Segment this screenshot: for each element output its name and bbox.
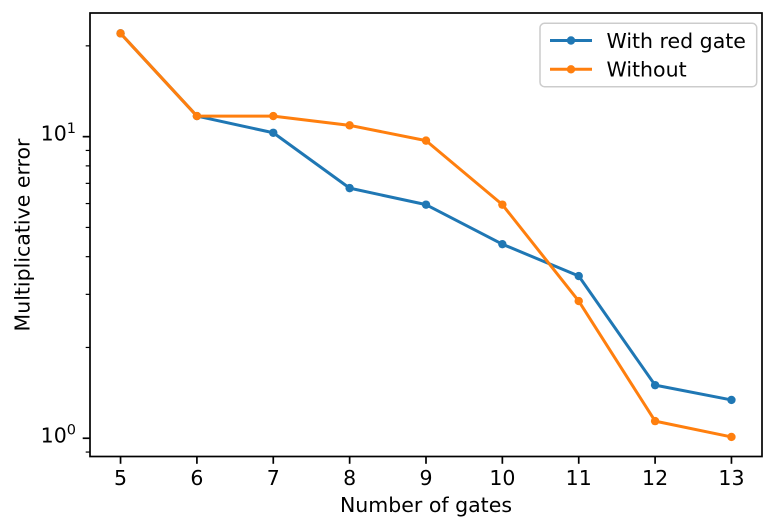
legend-marker-with-red-gate	[566, 36, 576, 45]
data-point	[421, 200, 431, 209]
y-tick-label: 101	[41, 121, 76, 146]
y-tick-label: 100	[41, 422, 76, 447]
data-point	[269, 128, 278, 137]
data-point	[116, 29, 125, 38]
data-point	[574, 271, 583, 281]
data-point	[498, 239, 507, 249]
data-point	[727, 432, 736, 442]
data-point	[345, 121, 354, 130]
plot-series	[116, 29, 736, 442]
legend: With red gate Without	[539, 22, 758, 88]
legend-frame	[539, 22, 758, 88]
data-point	[650, 416, 660, 426]
data-point	[650, 380, 660, 390]
x-tick-label: 11	[566, 466, 592, 490]
x-axis-label: Number of gates	[340, 493, 512, 517]
series-line-1	[119, 31, 733, 439]
data-point	[421, 136, 431, 145]
legend-label-with-red-gate: With red gate	[607, 29, 746, 53]
axis-ticks: 5 6 7 8 9 10 11 12 13 100 101	[41, 45, 745, 490]
legend-marker-without	[566, 65, 576, 74]
x-tick-label: 13	[718, 466, 744, 490]
x-tick-label: 9	[419, 466, 432, 490]
x-tick-label: 7	[267, 466, 280, 490]
data-point	[574, 296, 583, 306]
x-tick-label: 10	[489, 466, 515, 490]
x-tick-label: 8	[343, 466, 356, 490]
data-point	[727, 395, 736, 405]
data-point	[269, 111, 278, 121]
data-point	[345, 183, 354, 193]
plot-border	[89, 12, 763, 458]
x-tick-label: 5	[114, 466, 127, 490]
data-point	[498, 200, 507, 209]
y-axis-label: Multiplicative error	[11, 138, 35, 332]
series-line-0	[119, 31, 733, 402]
x-tick-label: 6	[190, 466, 203, 490]
legend-label-without: Without	[607, 58, 687, 82]
x-tick-label: 12	[642, 466, 668, 490]
data-point	[192, 111, 202, 121]
